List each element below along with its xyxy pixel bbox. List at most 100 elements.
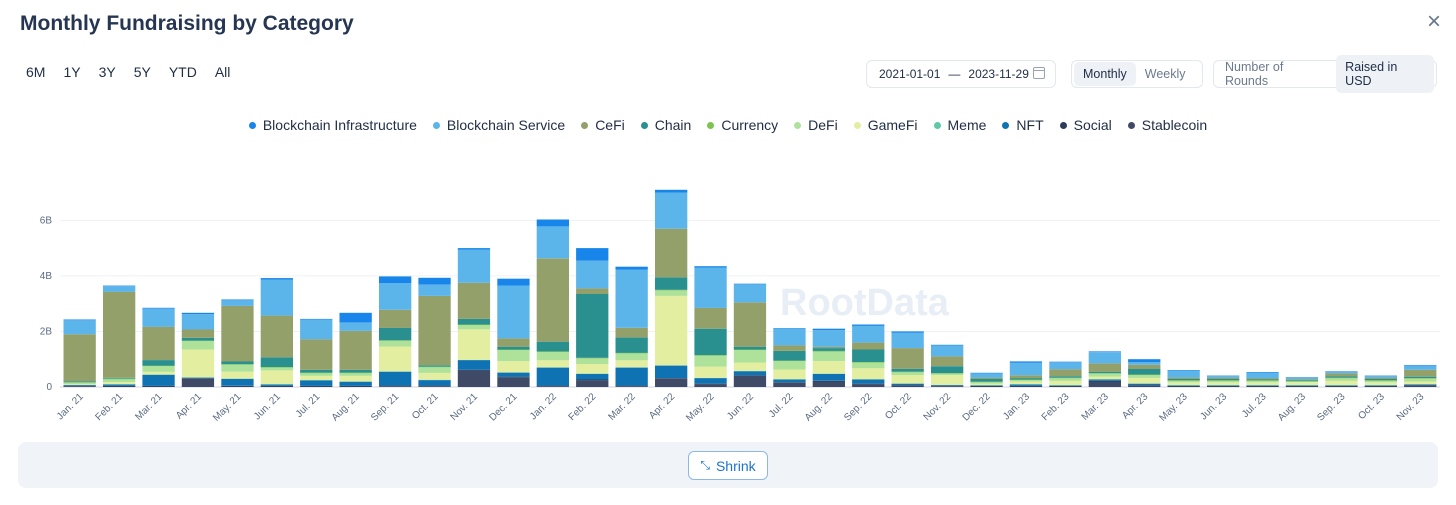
bar-segment: [1285, 377, 1319, 378]
bar-segment: [852, 384, 885, 387]
bar-stack: [733, 283, 767, 387]
date-range-picker[interactable]: 2021-01-01 — 2023-11-29: [866, 60, 1056, 88]
close-icon[interactable]: ×: [1426, 8, 1441, 35]
bar-segment: [1285, 386, 1319, 387]
bar-segment: [1285, 381, 1319, 383]
bar-segment: [1207, 378, 1240, 381]
bar-segment: [1246, 382, 1279, 386]
bar-stack: [1167, 370, 1200, 387]
legend-item-blockchain-service[interactable]: Blockchain Service: [432, 117, 565, 133]
bar-segment: [339, 375, 372, 382]
bar-segment: [773, 382, 806, 387]
bar-segment: [852, 324, 885, 326]
bar-segment: [1088, 379, 1121, 381]
bar-segment: [852, 368, 885, 380]
bar-segment: [1167, 378, 1200, 381]
legend-item-gamefi[interactable]: GameFi: [853, 117, 918, 133]
legend-item-defi[interactable]: DeFi: [794, 117, 838, 133]
x-tick-label: Jun. 22: [725, 391, 756, 422]
bar-segment: [733, 375, 767, 387]
bar-stack: [615, 266, 648, 387]
shrink-button[interactable]: ⤡ Shrink: [688, 451, 768, 480]
legend-item-blockchain-infrastructure[interactable]: Blockchain Infrastructure: [248, 117, 417, 133]
bar-segment: [1246, 372, 1279, 379]
bar-segment: [891, 372, 924, 376]
x-tick-label: May. 23: [1157, 391, 1190, 424]
legend-item-social[interactable]: Social: [1059, 117, 1112, 133]
x-tick-label: May. 22: [684, 391, 717, 424]
bar-segment: [1128, 368, 1161, 375]
metric-rounds-button[interactable]: Number of Rounds: [1225, 60, 1284, 88]
bar-segment: [576, 358, 609, 364]
bar-segment: [1088, 351, 1121, 353]
bar-segment: [1404, 384, 1437, 386]
x-tick-label: Feb. 21: [93, 391, 125, 423]
range-ytd[interactable]: YTD: [168, 64, 197, 80]
bar-segment: [891, 385, 924, 387]
bar-segment: [142, 371, 175, 375]
legend-dot: [794, 121, 802, 129]
calendar-icon[interactable]: [1033, 67, 1045, 79]
bar-segment: [891, 368, 924, 372]
legend-dot: [1002, 121, 1010, 129]
bar-segment: [1325, 373, 1358, 377]
bar-segment: [1167, 385, 1200, 387]
bar-segment: [379, 340, 412, 341]
legend-item-stablecoin[interactable]: Stablecoin: [1127, 117, 1207, 133]
bar-segment: [655, 189, 688, 193]
bar-segment: [812, 361, 845, 374]
bar-segment: [576, 357, 609, 359]
bar-segment: [655, 290, 688, 296]
bar-segment: [1009, 379, 1043, 381]
bar-segment: [615, 327, 648, 338]
bar-segment: [1009, 362, 1043, 376]
x-tick-label: Jan. 23: [1001, 391, 1032, 422]
x-tick-label: Jul. 22: [767, 391, 796, 420]
bar-segment: [418, 284, 451, 296]
bar-stack: [1088, 351, 1121, 387]
legend-item-chain[interactable]: Chain: [640, 117, 691, 133]
legend-item-nft[interactable]: NFT: [1002, 117, 1044, 133]
x-tick-label: Sep. 21: [369, 391, 401, 423]
bar-segment: [260, 367, 293, 368]
legend-item-meme[interactable]: Meme: [933, 117, 986, 133]
bar-segment: [852, 362, 885, 363]
legend-item-cefi[interactable]: CeFi: [581, 117, 625, 133]
bar-segment: [339, 373, 372, 376]
bar-stack: [931, 344, 964, 387]
bar-segment: [221, 371, 254, 379]
range-3y[interactable]: 3Y: [98, 64, 116, 80]
bar-segment: [1285, 380, 1319, 381]
bar-segment: [1404, 369, 1437, 377]
bar-segment: [970, 372, 1003, 374]
bar-segment: [1207, 377, 1240, 379]
bar-stack: [970, 372, 1003, 387]
bar-segment: [339, 386, 372, 387]
bar-stack: [1364, 375, 1397, 387]
legend-dot: [707, 121, 715, 129]
bar-segment: [1128, 359, 1161, 362]
bar-segment: [1285, 382, 1319, 386]
bar-segment: [812, 381, 845, 387]
x-tick-label: Sep. 22: [842, 391, 874, 423]
metric-usd-button[interactable]: Raised in USD: [1336, 55, 1434, 93]
range-all[interactable]: All: [214, 64, 231, 80]
range-5y[interactable]: 5Y: [133, 64, 151, 80]
bar-segment: [418, 367, 451, 373]
bar-segment: [655, 228, 688, 278]
range-1y[interactable]: 1Y: [63, 64, 81, 80]
bar-segment: [852, 379, 885, 384]
bar-segment: [63, 319, 96, 321]
range-6m[interactable]: 6M: [26, 64, 46, 80]
legend-item-currency[interactable]: Currency: [707, 117, 778, 133]
bar-segment: [812, 346, 845, 349]
bar-segment: [576, 288, 609, 294]
interval-monthly-button[interactable]: Monthly: [1074, 62, 1136, 86]
bar-segment: [300, 373, 333, 376]
x-tick-label: Mar. 21: [133, 391, 165, 423]
bar-segment: [181, 349, 215, 378]
bar-stack: [379, 276, 412, 387]
bar-segment: [221, 364, 254, 372]
bar-segment: [576, 380, 609, 387]
interval-weekly-button[interactable]: Weekly: [1144, 67, 1186, 81]
